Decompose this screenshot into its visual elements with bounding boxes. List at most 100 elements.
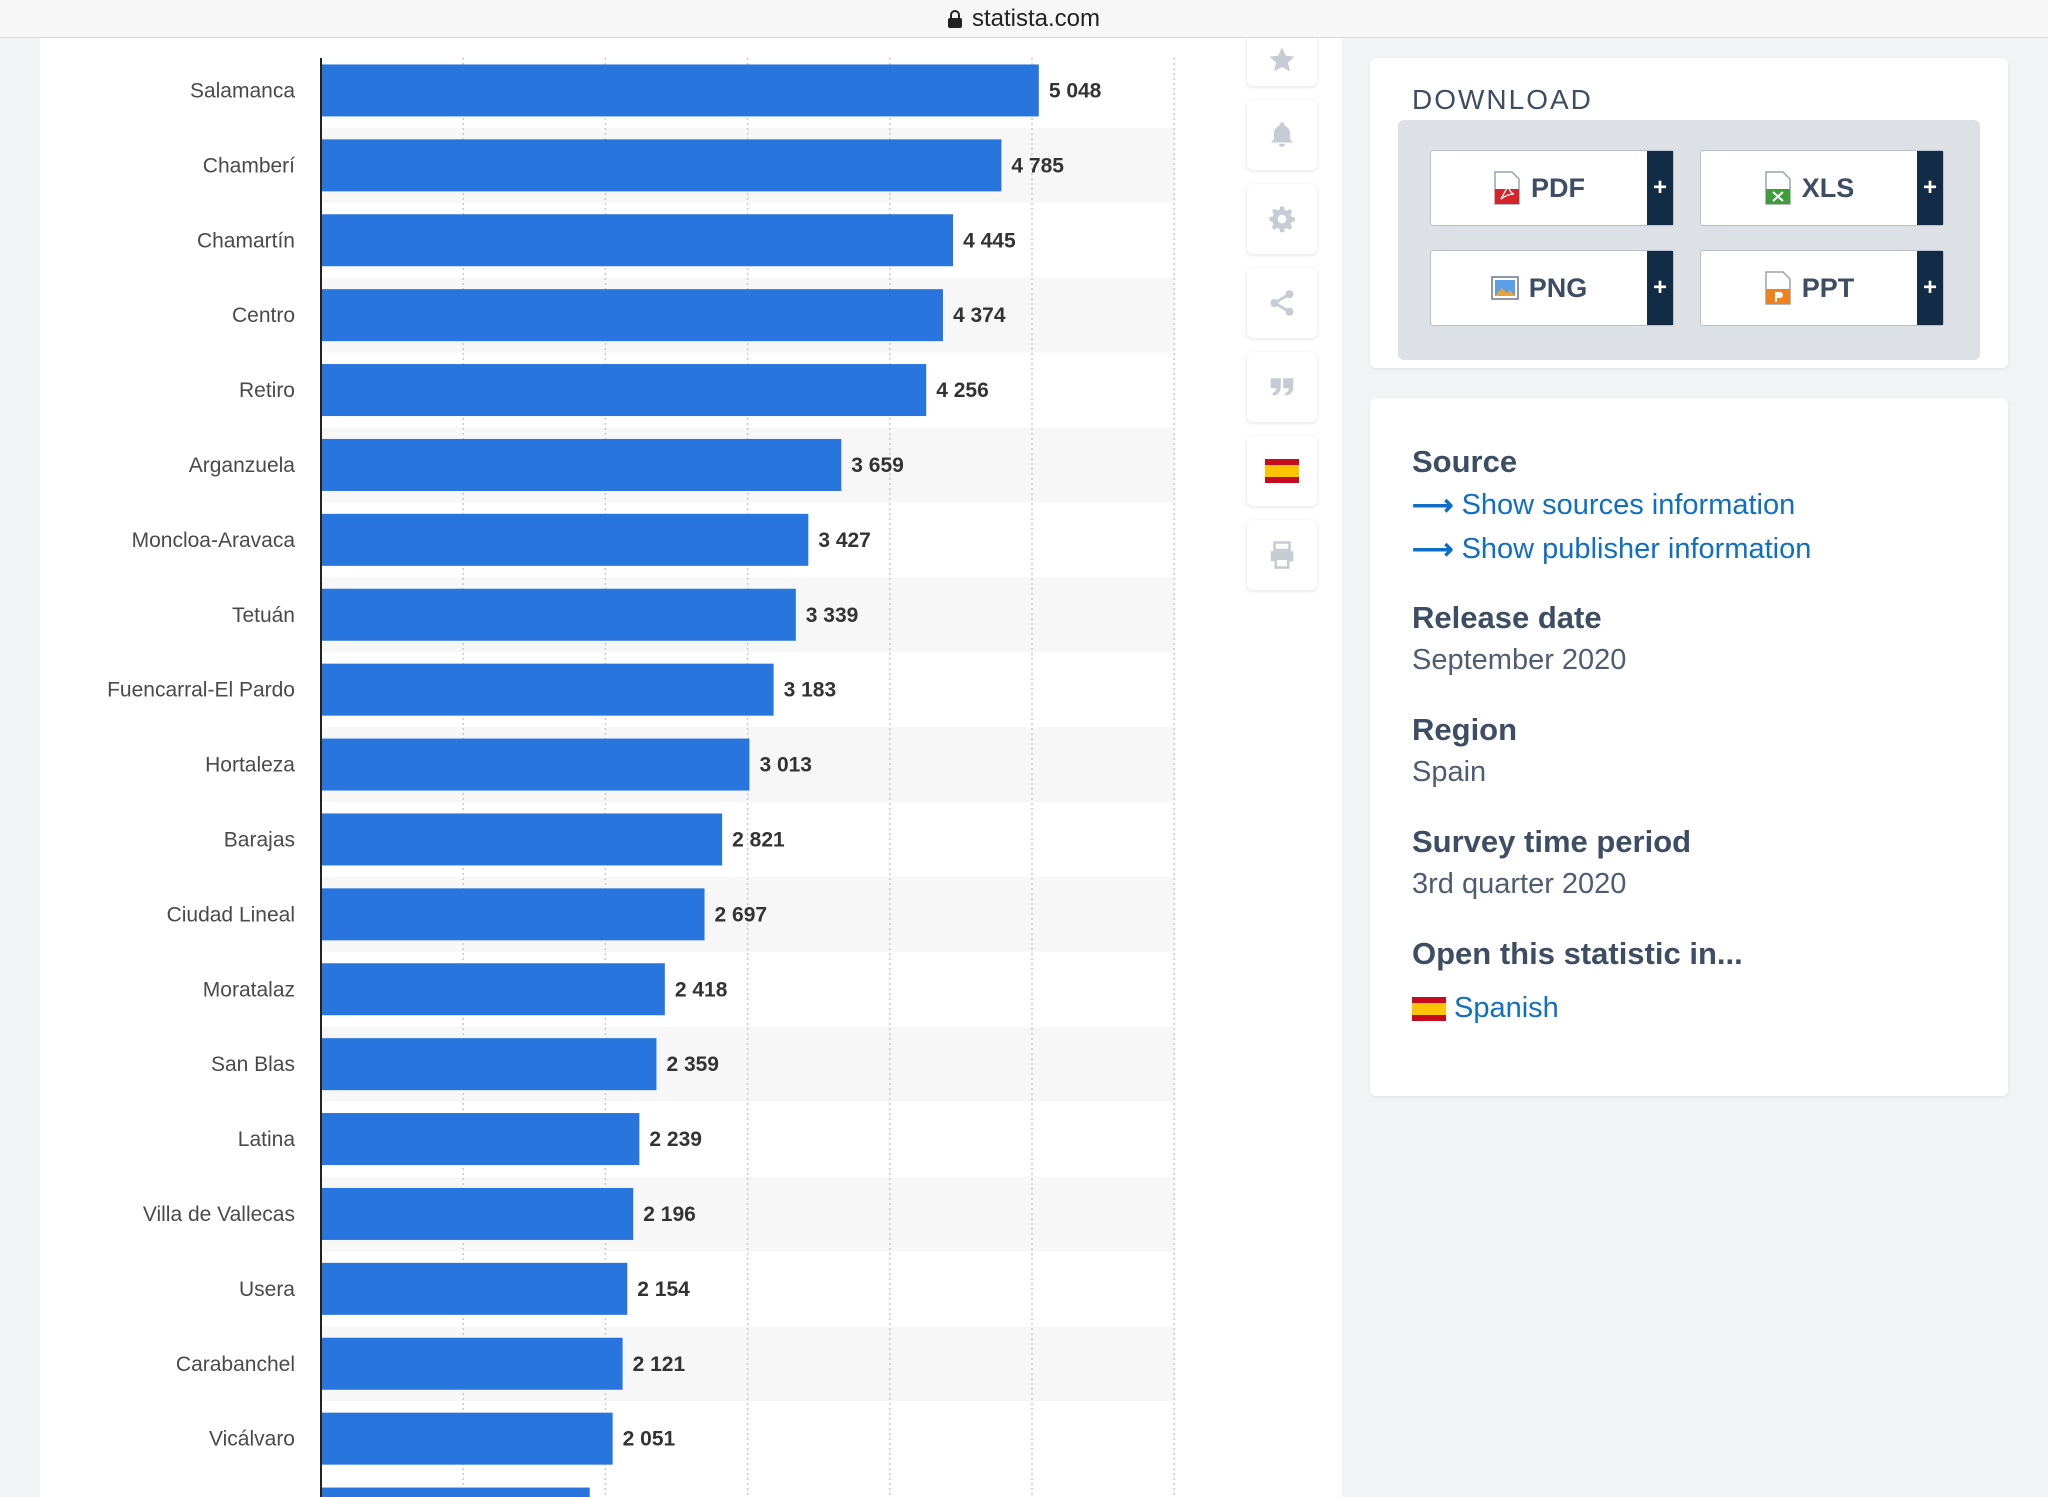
bar xyxy=(321,963,665,1016)
spain-flag-icon xyxy=(1265,459,1299,483)
download-title: DOWNLOAD xyxy=(1412,84,1593,115)
value-label: 3 427 xyxy=(818,529,871,552)
arrow-right-icon: ⟶ xyxy=(1412,490,1454,522)
ppt-file-icon xyxy=(1764,271,1791,305)
value-label: 2 121 xyxy=(633,1353,686,1376)
star-icon xyxy=(1269,47,1295,72)
bar xyxy=(321,1113,640,1166)
category-label: Vicálvaro xyxy=(209,1428,295,1451)
arrow-right-icon: ⟶ xyxy=(1412,534,1454,566)
category-label: Retiro xyxy=(239,379,295,402)
png-file-icon xyxy=(1490,276,1519,300)
value-label: 4 445 xyxy=(963,229,1016,252)
settings-button[interactable] xyxy=(1247,184,1317,254)
notify-button[interactable] xyxy=(1247,100,1317,170)
browser-url-bar[interactable]: statista.com xyxy=(0,0,2048,38)
category-label: Chamartín xyxy=(197,229,295,252)
value-label: 2 821 xyxy=(732,828,785,851)
bar xyxy=(321,139,1002,192)
show-sources-link[interactable]: ⟶ Show sources information xyxy=(1412,488,1795,523)
download-xls-button[interactable]: XLS + xyxy=(1700,150,1944,226)
category-label: Usera xyxy=(239,1278,295,1301)
show-publisher-text: Show publisher information xyxy=(1461,533,1812,565)
value-label: 2 418 xyxy=(675,978,728,1001)
download-ppt-button[interactable]: PPT + xyxy=(1700,250,1944,326)
category-label: Hortaleza xyxy=(205,754,295,777)
share-button[interactable] xyxy=(1247,268,1317,338)
bar xyxy=(321,1038,657,1091)
chart-toolbar xyxy=(1246,34,1318,590)
download-xls-label: XLS xyxy=(1801,172,1855,203)
bar xyxy=(321,289,943,342)
printer-icon xyxy=(1270,541,1294,569)
value-label: 2 051 xyxy=(623,1428,676,1451)
language-button[interactable] xyxy=(1247,436,1317,506)
xls-plus-icon[interactable]: + xyxy=(1917,151,1943,225)
open-in-spanish-text: Spanish xyxy=(1454,992,1559,1024)
lock-icon xyxy=(947,9,962,28)
release-date-label: Release date xyxy=(1412,600,1602,635)
category-label: Carabanchel xyxy=(176,1353,295,1376)
category-label: Latina xyxy=(238,1128,296,1151)
url-text: statista.com xyxy=(971,4,1101,32)
region-value: Spain xyxy=(1412,756,1487,788)
bar-partial xyxy=(321,1487,590,1497)
favorite-button[interactable] xyxy=(1247,34,1317,86)
pdf-file-icon xyxy=(1494,171,1520,205)
category-label: Fuencarral-El Pardo xyxy=(107,679,295,702)
show-sources-text: Show sources information xyxy=(1461,489,1796,521)
category-label: Arganzuela xyxy=(189,454,296,477)
download-panel: DOWNLOAD PDF + XLS + PNG + xyxy=(1370,58,2008,368)
source-label: Source xyxy=(1412,444,1518,479)
pdf-plus-icon[interactable]: + xyxy=(1647,151,1673,225)
download-pdf-label: PDF xyxy=(1531,172,1585,203)
bar xyxy=(321,588,796,641)
category-label: Chamberí xyxy=(203,154,295,177)
bar xyxy=(321,738,750,791)
bar xyxy=(321,214,954,267)
bar xyxy=(321,513,809,566)
value-label: 3 183 xyxy=(784,679,837,702)
bar xyxy=(321,1262,628,1315)
value-label: 2 239 xyxy=(649,1128,702,1151)
value-label: 2 697 xyxy=(715,903,768,926)
ppt-plus-icon[interactable]: + xyxy=(1917,251,1943,325)
download-png-button[interactable]: PNG + xyxy=(1430,250,1674,326)
value-label: 3 659 xyxy=(851,454,904,477)
open-in-spanish-link[interactable]: Spanish xyxy=(1412,992,1559,1025)
print-button[interactable] xyxy=(1247,520,1317,590)
category-label: Barajas xyxy=(224,828,295,851)
value-label: 2 196 xyxy=(643,1203,696,1226)
category-label: Ciudad Lineal xyxy=(167,903,295,926)
png-plus-icon[interactable]: + xyxy=(1647,251,1673,325)
survey-period-label: Survey time period xyxy=(1412,824,1692,859)
bar-chart: Salamanca 5 048 Chamberí 4 785 Chamartín 4 44… xyxy=(107,58,1175,1497)
download-png-label: PNG xyxy=(1528,272,1588,303)
cite-button[interactable] xyxy=(1247,352,1317,422)
category-label: Villa de Vallecas xyxy=(143,1203,295,1226)
share-icon xyxy=(1270,290,1294,316)
bar xyxy=(321,1187,634,1240)
spain-flag-icon xyxy=(1412,996,1446,1021)
value-label: 4 785 xyxy=(1011,154,1064,177)
download-pdf-button[interactable]: PDF + xyxy=(1430,150,1674,226)
value-label: 4 256 xyxy=(936,379,989,402)
download-options: PDF + XLS + PNG + PPT + xyxy=(1398,120,1980,360)
category-label: Salamanca xyxy=(190,79,295,102)
statistic-info-panel: Source ⟶ Show sources information ⟶ Show… xyxy=(1370,398,2008,1096)
show-publisher-link[interactable]: ⟶ Show publisher information xyxy=(1412,532,1811,567)
bar xyxy=(321,364,927,417)
xls-file-icon xyxy=(1764,171,1791,205)
value-label: 2 154 xyxy=(637,1278,690,1301)
category-label: Moncloa-Aravaca xyxy=(132,529,296,552)
category-label: Moratalaz xyxy=(203,978,295,1001)
region-label: Region xyxy=(1412,712,1518,747)
bar xyxy=(321,438,842,491)
category-label: San Blas xyxy=(211,1053,295,1076)
bar xyxy=(321,1337,623,1390)
value-label: 3 013 xyxy=(759,754,812,777)
survey-period-value: 3rd quarter 2020 xyxy=(1412,868,1627,900)
bar xyxy=(321,663,774,716)
bell-icon xyxy=(1270,122,1294,147)
bar xyxy=(321,64,1039,117)
